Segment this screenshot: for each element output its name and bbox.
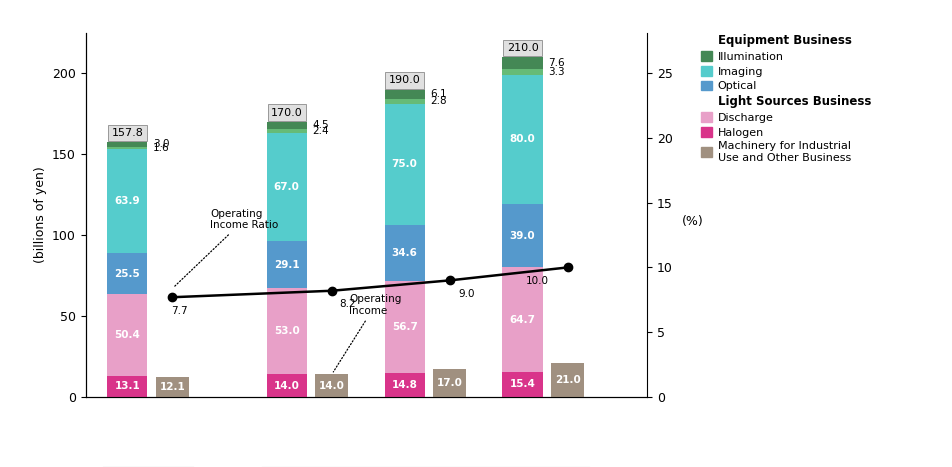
Bar [551,363,585,397]
Bar [108,142,148,147]
Text: 75.0: 75.0 [391,159,418,170]
Text: 13.1: 13.1 [114,382,140,391]
Text: 34.6: 34.6 [391,248,418,258]
Text: 80.0: 80.0 [509,134,535,144]
Text: 14.0: 14.0 [274,381,300,390]
Bar [433,369,466,397]
Bar [156,377,189,397]
Y-axis label: (%): (%) [682,215,704,228]
Bar [385,89,425,99]
Text: 53.0: 53.0 [274,326,300,336]
Bar [385,225,425,281]
Text: 8.2: 8.2 [339,299,355,309]
Text: 7.6: 7.6 [548,58,565,68]
Text: 50.4: 50.4 [114,330,140,340]
Text: 3.3: 3.3 [548,67,565,77]
Bar [108,147,148,149]
Text: 63.9: 63.9 [114,196,140,206]
Bar [267,122,307,129]
Bar [503,204,543,267]
Text: 10.0: 10.0 [526,276,549,286]
Bar [385,99,425,104]
Text: 14.8: 14.8 [391,380,418,390]
Text: 3.0: 3.0 [153,139,169,149]
Bar [108,376,148,397]
Bar [385,104,425,225]
Bar [503,57,543,69]
Text: 7.7: 7.7 [171,306,188,316]
Text: 12.1: 12.1 [160,382,186,392]
Text: 29.1: 29.1 [274,260,300,270]
Bar [503,372,543,397]
Bar [108,294,148,376]
Bar [108,149,148,253]
Bar [385,373,425,397]
Text: 15.4: 15.4 [509,380,535,389]
Text: Operating
Income: Operating Income [333,294,402,372]
Text: 64.7: 64.7 [509,315,536,325]
Text: 170.0: 170.0 [271,108,303,118]
Bar [315,374,348,397]
Text: 39.0: 39.0 [509,231,535,241]
Bar [108,253,148,294]
Bar [267,129,307,133]
Text: 67.0: 67.0 [274,182,300,192]
Text: 17.0: 17.0 [437,378,463,388]
Bar [503,69,543,75]
Text: 1.6: 1.6 [153,143,169,153]
Text: 2.8: 2.8 [430,97,446,106]
Text: 210.0: 210.0 [506,43,539,53]
Text: 190.0: 190.0 [388,75,421,85]
Text: 25.5: 25.5 [114,269,140,278]
Bar [267,289,307,374]
Y-axis label: (billions of yen): (billions of yen) [33,166,47,263]
Text: 157.8: 157.8 [111,128,143,138]
Text: Operating
Income Ratio: Operating Income Ratio [174,209,279,287]
Bar [503,75,543,204]
Text: 56.7: 56.7 [391,322,418,332]
Text: 14.0: 14.0 [319,381,345,390]
Bar [267,133,307,241]
Bar [385,281,425,373]
Legend: Equipment Business, Illumination, Imaging, Optical, Light Sources Business, Disc: Equipment Business, Illumination, Imagin… [698,31,875,166]
Bar [267,241,307,289]
Text: 4.5: 4.5 [312,120,329,130]
Bar [267,374,307,397]
Bar [503,267,543,372]
Text: 2.4: 2.4 [312,126,329,136]
Text: 21.0: 21.0 [555,375,581,385]
Text: 6.1: 6.1 [430,89,446,99]
Text: 9.0: 9.0 [458,289,474,299]
